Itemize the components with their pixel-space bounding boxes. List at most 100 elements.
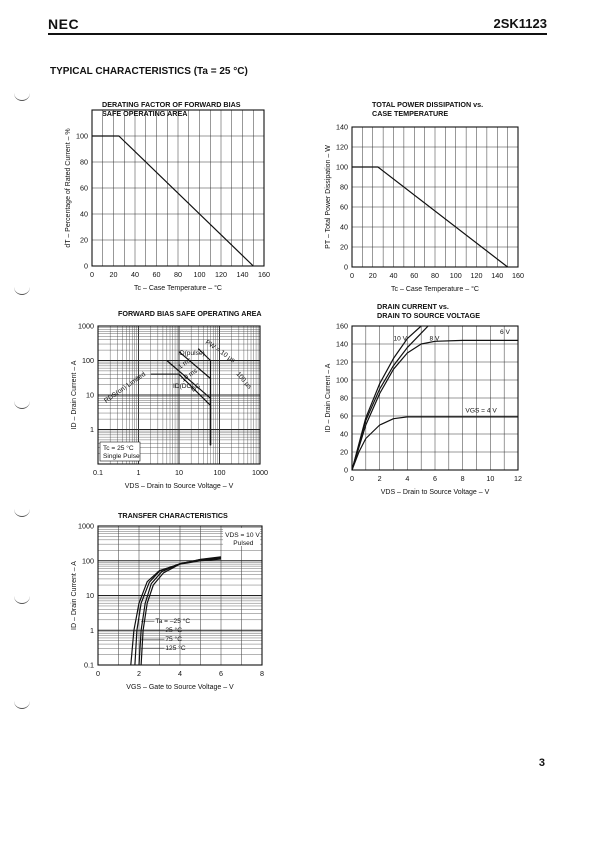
plot-frame <box>91 109 265 267</box>
binder-mark <box>14 700 30 709</box>
plot-frame <box>351 325 519 471</box>
annotation-box <box>223 528 260 546</box>
series-line <box>92 135 254 267</box>
chart-title: SAFE OPERATING AREA <box>102 109 187 118</box>
y-axis-label: PT – Total Power Dissipation – W <box>325 145 332 249</box>
y-tick-label: 100 <box>336 163 348 172</box>
y-tick-label: 0 <box>344 466 348 475</box>
annotation-label: 10 V <box>394 335 408 342</box>
y-tick-label: 1 <box>90 425 94 434</box>
x-tick-label: 6 <box>433 474 437 483</box>
x-tick-label: 140 <box>237 270 249 279</box>
y-tick-label: 100 <box>336 376 348 385</box>
page-number: 3 <box>538 757 545 769</box>
x-tick-label: 4 <box>178 669 182 678</box>
annotation-label: ID(pulse) <box>178 350 205 357</box>
x-tick-label: 2 <box>378 474 382 483</box>
plot-frame <box>97 525 263 666</box>
series-line <box>352 166 508 268</box>
binder-mark <box>14 92 30 101</box>
annotation-label: Single Pulse <box>103 453 140 460</box>
binder-mark <box>14 595 30 604</box>
annotation-label: 6 V <box>500 329 510 336</box>
brand-logo: NEC <box>48 16 80 32</box>
x-tick-label: 10 <box>486 474 494 483</box>
x-tick-label: 8 <box>260 669 264 678</box>
y-tick-label: 160 <box>336 322 348 331</box>
annotation-label: ID(DC) <box>173 383 194 390</box>
y-axis-label: ID – Drain Current – A <box>71 360 78 429</box>
y-tick-label: 20 <box>80 236 88 245</box>
y-tick-label: 140 <box>336 123 348 132</box>
series-line <box>351 325 429 471</box>
x-tick-label: 120 <box>471 271 483 280</box>
y-axis-label: ID – Drain Current – A <box>71 561 78 630</box>
y-tick-label: 60 <box>340 412 348 421</box>
y-axis-label: dT – Percentage of Rated Current – % <box>65 128 72 247</box>
y-tick-label: 100 <box>82 356 94 365</box>
series-line <box>351 416 518 471</box>
x-tick-label: 6 <box>219 669 223 678</box>
annotation-label: 8 V <box>429 335 439 342</box>
x-tick-label: 100 <box>214 468 226 477</box>
y-tick-label: 40 <box>340 223 348 232</box>
x-tick-label: 8 <box>461 474 465 483</box>
x-axis-label: Tc – Case Temperature – °C <box>134 284 222 292</box>
x-tick-label: 12 <box>514 474 522 483</box>
chart-title: DRAIN CURRENT vs. <box>377 302 449 311</box>
plot-frame <box>351 126 519 268</box>
annotation-label: DC <box>190 382 202 393</box>
x-tick-label: 80 <box>431 271 439 280</box>
binder-mark <box>14 400 30 409</box>
annotation-label: VGS = 4 V <box>465 407 497 414</box>
y-tick-label: 0 <box>344 263 348 272</box>
annotation-label: 75 °C <box>165 635 182 643</box>
annotation-box <box>99 441 141 462</box>
chart-title: FORWARD BIAS SAFE OPERATING AREA <box>118 309 262 318</box>
x-tick-label: 120 <box>215 270 227 279</box>
x-tick-label: 160 <box>258 270 270 279</box>
series-line <box>351 339 518 471</box>
y-axis-label: ID – Drain Current – A <box>325 363 332 432</box>
y-tick-label: 40 <box>80 210 88 219</box>
y-tick-label: 1 <box>90 626 94 635</box>
y-tick-label: 1000 <box>78 522 94 531</box>
y-tick-label: 0.1 <box>84 661 94 670</box>
annotation-label: 10 ms <box>180 367 199 383</box>
x-tick-label: 0.1 <box>93 468 103 477</box>
y-tick-label: 100 <box>76 132 88 141</box>
chart-title: DERATING FACTOR OF FORWARD BIAS <box>102 100 241 109</box>
series-line <box>130 558 222 666</box>
y-tick-label: 80 <box>340 394 348 403</box>
x-tick-label: 20 <box>369 271 377 280</box>
annotation-label: 1 ms <box>177 356 193 370</box>
binder-mark <box>14 508 30 517</box>
y-tick-label: 80 <box>80 158 88 167</box>
x-tick-label: 160 <box>512 271 524 280</box>
x-tick-label: 20 <box>110 270 118 279</box>
x-axis-label: Tc – Case Temperature – °C <box>391 285 479 293</box>
y-tick-label: 10 <box>86 391 94 400</box>
x-tick-label: 10 <box>175 468 183 477</box>
x-tick-label: 80 <box>174 270 182 279</box>
chart-title: TOTAL POWER DISSIPATION vs. <box>372 100 483 109</box>
x-axis-label: VDS – Drain to Source Voltage – V <box>125 483 234 490</box>
x-tick-label: 1 <box>137 468 141 477</box>
x-tick-label: 1000 <box>252 468 268 477</box>
x-tick-label: 40 <box>390 271 398 280</box>
annotation-label: Pulsed <box>233 540 253 547</box>
part-number: 2SK1123 <box>493 16 548 31</box>
annotation-label: Tc = 25 °C <box>103 444 134 452</box>
annotation-label: 125 °C <box>165 644 185 652</box>
x-tick-label: 2 <box>137 669 141 678</box>
annotation-label: 25 °C <box>165 626 182 634</box>
y-tick-label: 20 <box>340 243 348 252</box>
plot-frame <box>97 325 261 465</box>
y-tick-label: 100 <box>82 556 94 565</box>
x-tick-label: 0 <box>350 271 354 280</box>
series-line <box>351 325 422 471</box>
x-tick-label: 60 <box>410 271 418 280</box>
y-tick-label: 120 <box>336 143 348 152</box>
y-tick-label: 1000 <box>78 322 94 331</box>
x-tick-label: 0 <box>90 270 94 279</box>
